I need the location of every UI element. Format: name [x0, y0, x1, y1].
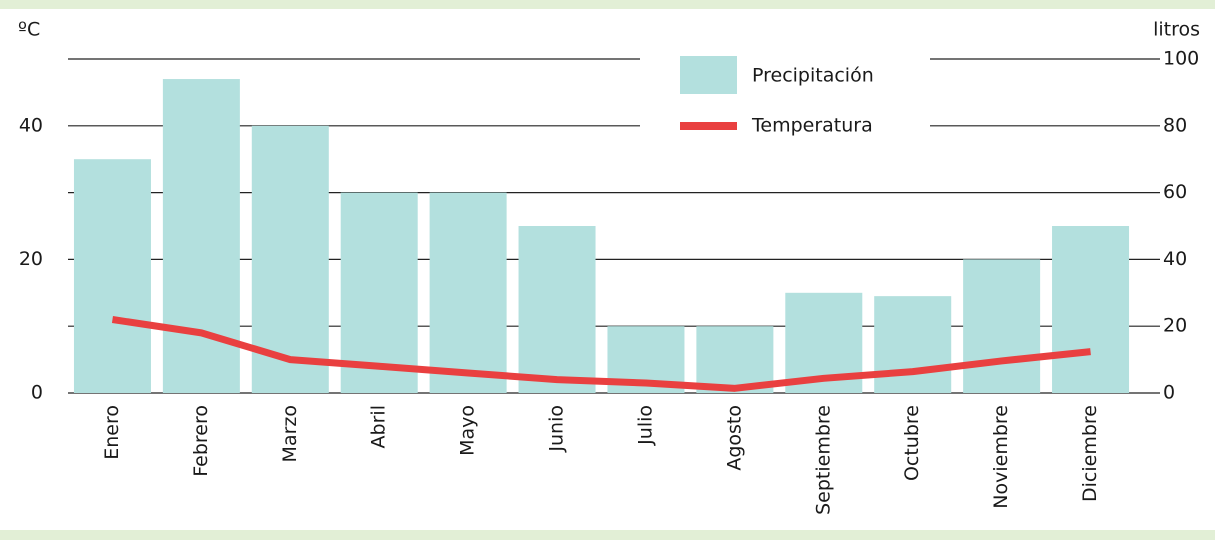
bar	[73, 159, 151, 393]
bar	[340, 192, 418, 393]
bar	[162, 79, 240, 393]
ticks: 0 20 40 60 80 100 0 20 40 Enero Febrero Marzo Abril M…	[19, 48, 1199, 515]
bars	[73, 79, 1130, 394]
temperature-line	[111, 316, 1091, 392]
bar	[518, 226, 596, 393]
bar	[963, 259, 1041, 393]
y-tick-label: 0	[31, 382, 43, 404]
legend-swatch	[680, 56, 737, 94]
x-tick-label: Marzo	[279, 405, 301, 462]
y2-axis-label: litros	[1153, 19, 1200, 41]
legend-label: Precipitación	[752, 65, 874, 87]
bar	[696, 326, 774, 393]
x-tick-label: Mayo	[457, 405, 479, 456]
x-tick-label: Julio	[634, 405, 656, 446]
y2-tick-label: 20	[1163, 315, 1187, 337]
bar	[1052, 226, 1130, 393]
legend: Precipitación Temperatura	[640, 44, 930, 144]
y-axis-label: ºC	[18, 19, 40, 41]
legend-swatch	[680, 122, 737, 130]
y2-tick-label: 80	[1163, 114, 1187, 136]
y2-tick-label: 60	[1163, 181, 1187, 203]
y2-tick-label: 40	[1163, 248, 1187, 270]
x-tick-label: Noviembre	[990, 405, 1012, 509]
bar	[429, 192, 507, 393]
y-tick-label: 20	[19, 248, 43, 270]
x-tick-label: Junio	[546, 405, 568, 453]
y2-tick-label: 100	[1163, 48, 1199, 70]
lines	[111, 316, 1091, 392]
x-tick-label: Septiembre	[812, 405, 834, 515]
y2-tick-label: 0	[1163, 382, 1175, 404]
x-tick-label: Febrero	[190, 405, 212, 477]
y-tick-label: 40	[19, 114, 43, 136]
x-tick-label: Abril	[368, 405, 390, 448]
top-band	[0, 0, 1215, 9]
x-tick-label: Agosto	[723, 405, 745, 471]
legend-label: Temperatura	[751, 115, 873, 137]
x-tick-label: Enero	[101, 405, 123, 460]
x-tick-label: Octubre	[901, 405, 923, 481]
bar	[874, 296, 952, 393]
x-tick-label: Diciembre	[1079, 405, 1101, 502]
bottom-band	[0, 530, 1215, 540]
